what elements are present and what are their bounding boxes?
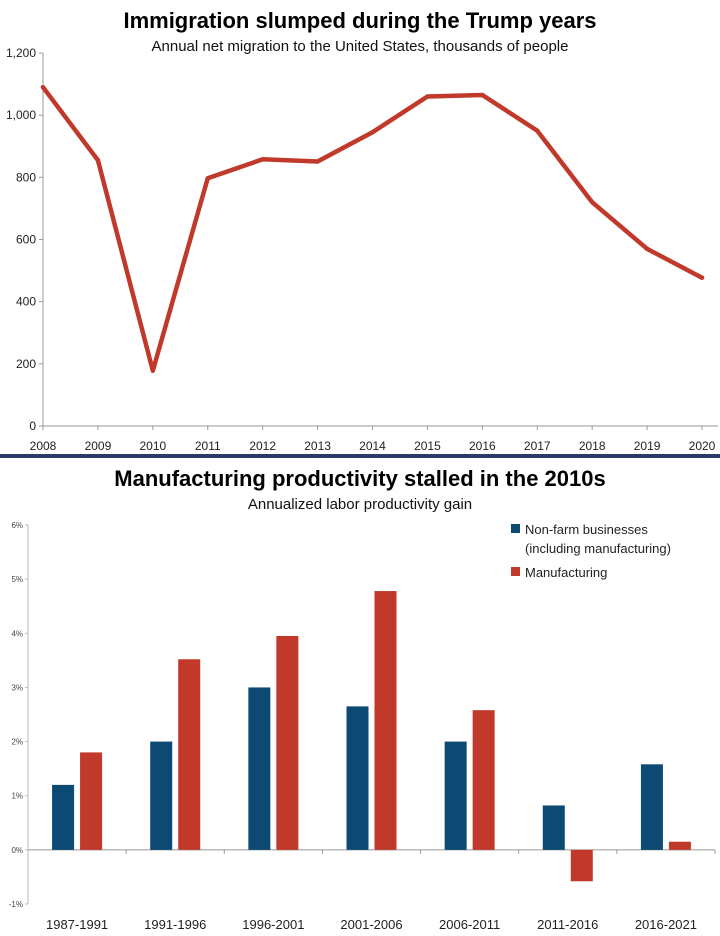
x-tick-label: 2016 <box>469 439 496 453</box>
bar-chart-title: Manufacturing productivity stalled in th… <box>114 466 606 491</box>
data-point <box>589 200 595 205</box>
legend-label: Manufacturing <box>525 565 607 580</box>
y-tick-label: 0 <box>29 419 36 433</box>
y-tick-label: 200 <box>16 357 36 371</box>
y-tick-label: 1,000 <box>6 108 36 122</box>
series-line <box>40 84 705 373</box>
data-point <box>315 159 320 164</box>
x-tick-label: 2020 <box>689 439 716 453</box>
y-tick-label: 4% <box>11 629 23 638</box>
data-point <box>205 176 210 181</box>
x-tick-label: 2013 <box>304 439 331 453</box>
data-point <box>644 246 650 252</box>
bar-manufacturing <box>276 635 299 850</box>
legend-swatch-manufacturing <box>511 567 520 576</box>
data-point <box>480 92 485 98</box>
y-tick-label: 0% <box>11 846 23 855</box>
y-tick-label: 1,200 <box>6 46 36 60</box>
y-tick-label: -1% <box>9 900 23 909</box>
y-tick-label: 2% <box>11 738 23 747</box>
x-tick-label: 2017 <box>524 439 551 453</box>
y-tick-label: 1% <box>11 792 23 801</box>
bar-manufacturing <box>178 659 201 850</box>
data-point <box>95 158 101 163</box>
x-tick-label: 2012 <box>249 439 276 453</box>
x-tick-label: 2008 <box>30 439 57 453</box>
x-tick-label: 2006-2011 <box>439 917 500 932</box>
bar-nonfarm <box>52 784 75 850</box>
bar-manufacturing <box>570 849 593 882</box>
line-chart-title: Immigration slumped during the Trump yea… <box>123 8 597 33</box>
y-tick-label: 6% <box>11 521 23 530</box>
bar-chart-subtitle: Annualized labor productivity gain <box>247 496 473 513</box>
data-point <box>370 130 375 135</box>
legend-swatch-nonfarm <box>511 524 520 533</box>
x-tick-label: 2011-2016 <box>537 917 598 932</box>
bar-nonfarm <box>542 805 565 850</box>
x-tick-label: 2016-2021 <box>635 917 697 932</box>
y-tick-label: 3% <box>11 683 23 692</box>
line-chart: 0 200 400 600 800 1,000 1,200 2008 2009 2010 2011 2… <box>6 46 718 453</box>
panel-divider <box>0 454 720 458</box>
y-tick-label: 600 <box>16 233 36 247</box>
bar-manufacturing <box>80 752 103 850</box>
data-point <box>535 128 540 133</box>
bar-manufacturing <box>472 710 495 850</box>
bar-nonfarm <box>150 741 173 850</box>
bar-nonfarm <box>346 706 369 850</box>
x-tick-label: 2001-2006 <box>340 917 402 932</box>
x-tick-label: 1987-1991 <box>46 917 108 932</box>
x-tick-label: 1996-2001 <box>242 917 304 932</box>
bar-nonfarm <box>248 687 271 850</box>
data-point <box>699 275 705 280</box>
data-point <box>40 84 46 90</box>
x-tick-label: 2011 <box>195 439 221 453</box>
x-tick-label: 2018 <box>579 439 606 453</box>
bar-nonfarm <box>640 764 663 850</box>
x-tick-label: 2009 <box>85 439 112 453</box>
y-tick-label: 5% <box>11 575 23 584</box>
x-tick-label: 2019 <box>634 439 661 453</box>
bar-manufacturing <box>668 841 691 850</box>
y-tick-label: 800 <box>16 170 36 184</box>
data-point <box>425 94 430 99</box>
bar-nonfarm <box>444 741 467 850</box>
x-tick-label: 2010 <box>139 439 166 453</box>
legend-label: Non-farm businesses <box>525 522 648 537</box>
bar-chart: -1% 0% 1% 2% 3% 4% 5% 6% 1987-1991 1991-1996 1996-… <box>9 521 716 932</box>
y-tick-label: 400 <box>16 295 36 309</box>
line-chart-subtitle: Annual net migration to the United State… <box>151 38 569 55</box>
data-point <box>260 157 265 162</box>
bar-manufacturing <box>374 591 397 850</box>
x-tick-label: 1991-1996 <box>144 917 206 932</box>
x-tick-label: 2015 <box>414 439 441 453</box>
data-point <box>150 368 156 373</box>
x-tick-label: 2014 <box>359 439 386 453</box>
legend-label: (including manufacturing) <box>525 541 671 556</box>
